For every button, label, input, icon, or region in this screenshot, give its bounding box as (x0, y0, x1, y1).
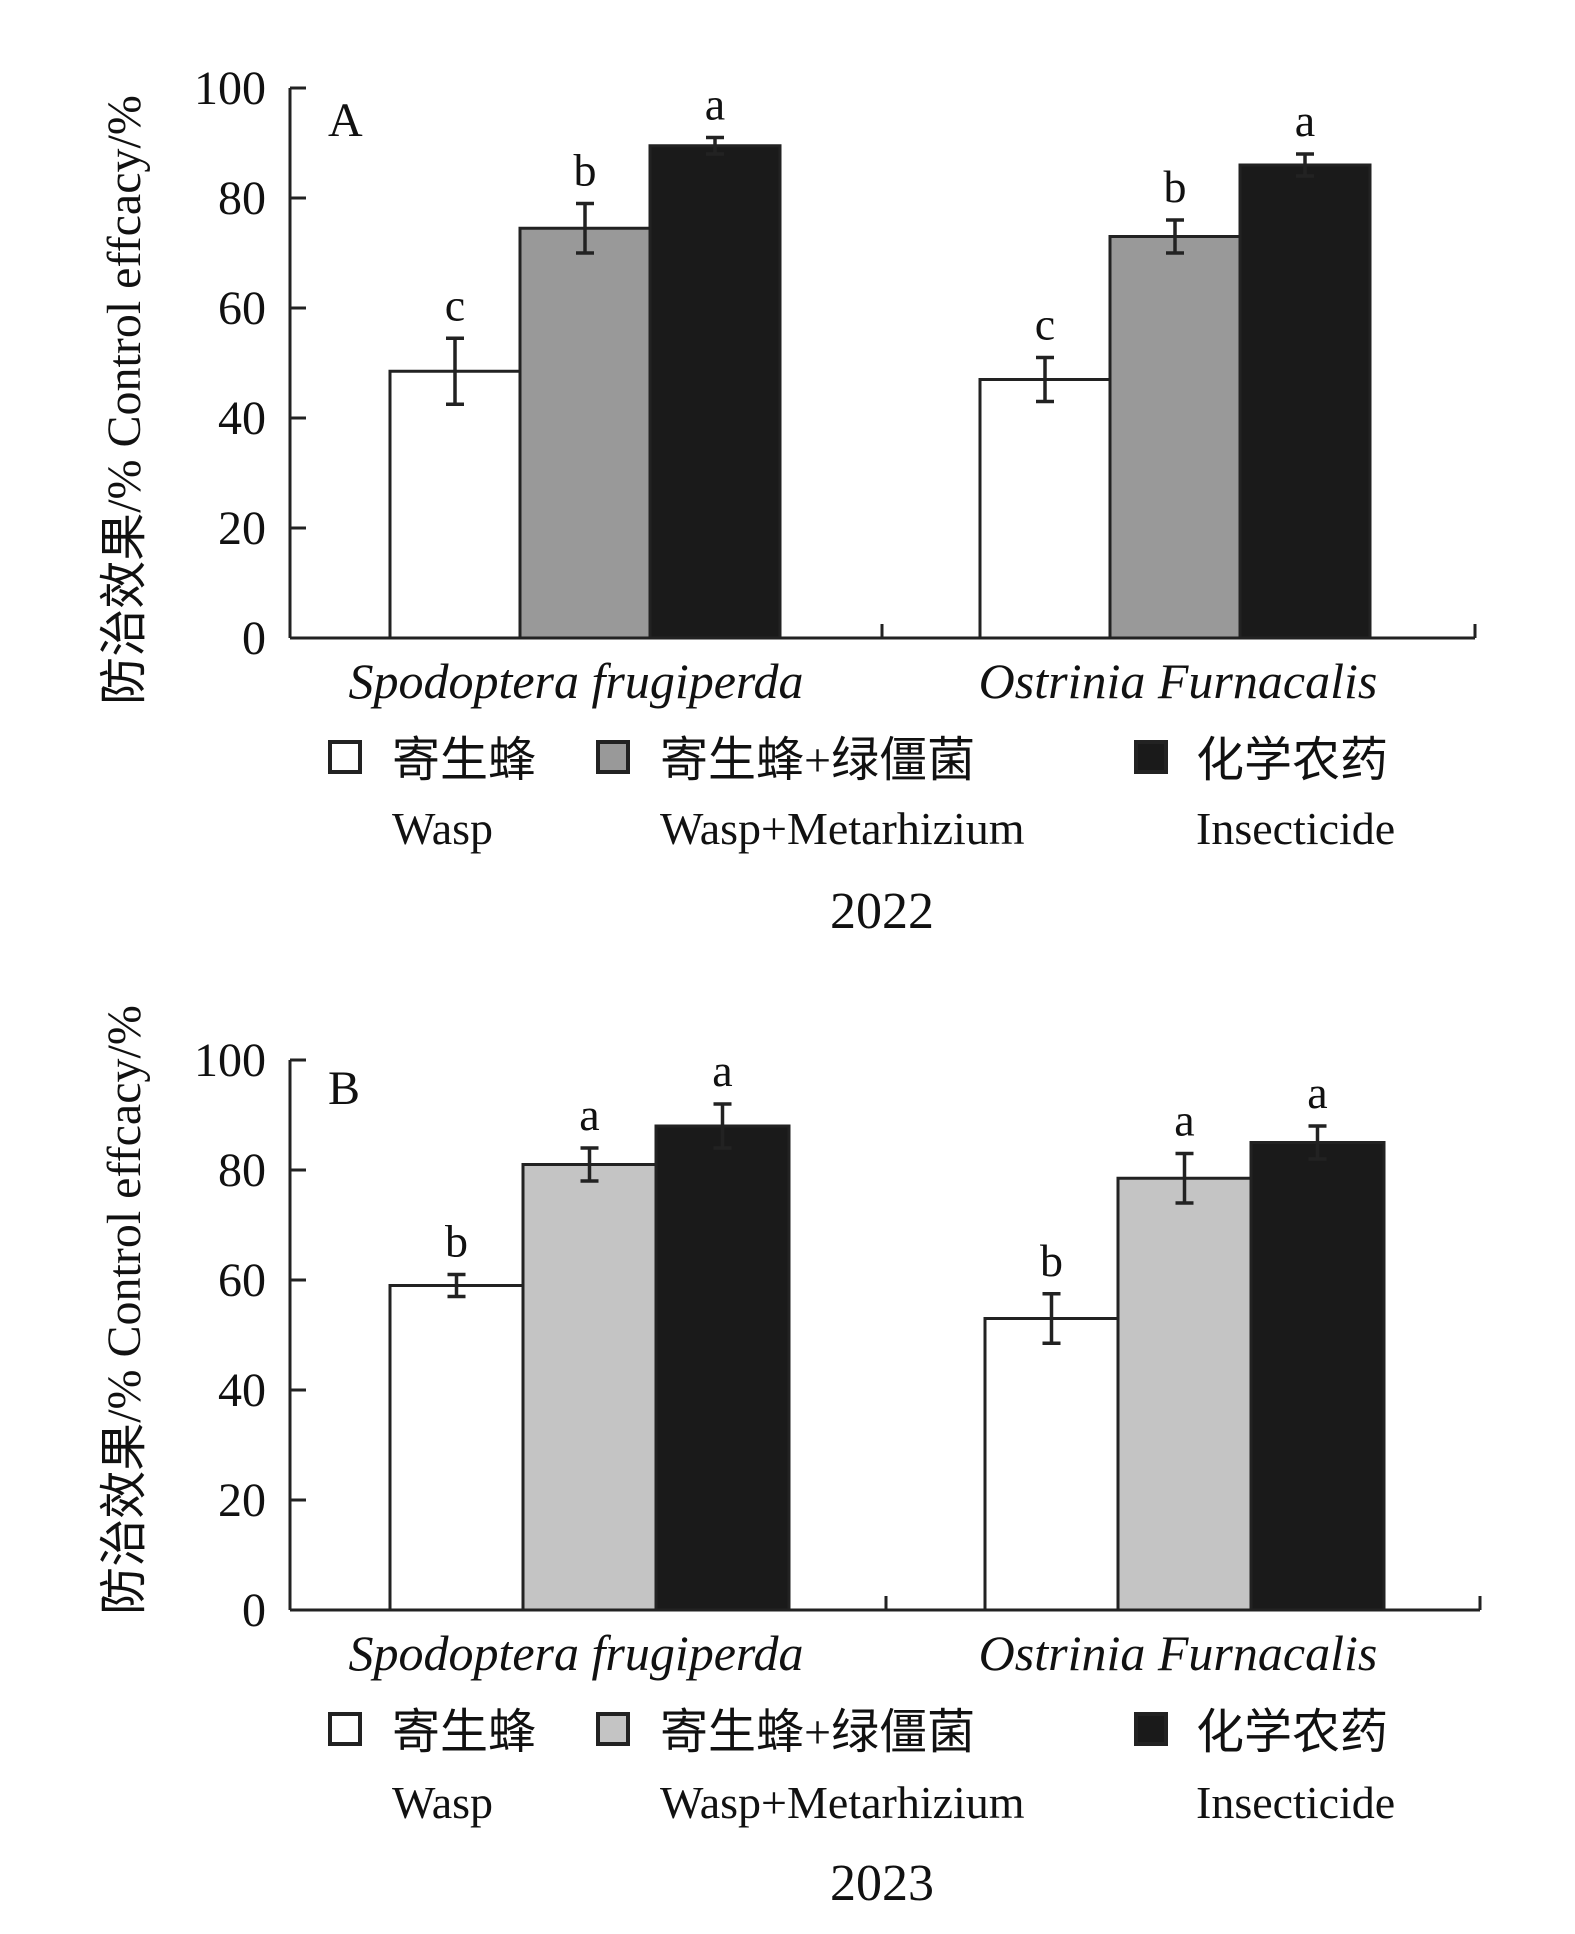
significance-letter: a (579, 1089, 599, 1140)
significance-letter: b (1164, 161, 1187, 212)
legend-label-zh: 寄生蜂 (392, 1706, 536, 1759)
significance-letter: a (705, 79, 725, 130)
y-tick-label: 60 (218, 282, 266, 335)
legend-label-en: Wasp+Metarhizium (660, 1777, 1025, 1828)
panel-b: b b a a a a 0 20 40 60 80 100 B 防治效果/% Control effcac… (98, 1005, 1482, 1912)
y-tick-label: 100 (194, 1034, 266, 1087)
y-tick-label: 20 (218, 502, 266, 555)
category-label: Spodoptera frugiperda (348, 1625, 803, 1681)
significance-letter: a (1295, 95, 1315, 146)
bar (1108, 235, 1242, 640)
bar (983, 1317, 1120, 1612)
legend-label-zh: 化学农药 (1196, 734, 1388, 787)
y-tick-label: 80 (218, 172, 266, 225)
significance-letter: b (445, 1216, 468, 1267)
y-axis-label: 防治效果/% Control effcacy/% (98, 1005, 151, 1615)
legend-label-zh: 寄生蜂+绿僵菌 (660, 734, 975, 787)
category-label: Ostrinia Furnacalis (979, 653, 1378, 709)
bar (654, 1124, 791, 1612)
y-tick-label: 100 (194, 62, 266, 115)
legend-label-en: Wasp (392, 803, 493, 854)
legend-swatch (596, 740, 630, 774)
year-label: 2023 (830, 1855, 934, 1912)
panel-letter: B (328, 1062, 360, 1115)
panel-a: c c b b a a 0 20 40 60 80 100 A 防治效果/% Control effcac… (98, 62, 1477, 940)
bar (521, 1163, 658, 1612)
bar (1238, 163, 1372, 640)
legend-label-zh: 寄生蜂+绿僵菌 (660, 1706, 975, 1759)
bar (978, 378, 1112, 640)
year-label: 2022 (830, 883, 934, 940)
legend-swatch (328, 1712, 362, 1746)
bar (518, 226, 652, 640)
significance-letter: b (1040, 1235, 1063, 1286)
y-axis-label: 防治效果/% Control effcacy/% (98, 95, 151, 705)
legend-label-zh: 寄生蜂 (392, 734, 536, 787)
y-tick-label: 80 (218, 1144, 266, 1197)
legend-label-en: Insecticide (1196, 803, 1395, 854)
bar (1249, 1141, 1386, 1612)
significance-letter: a (1307, 1067, 1327, 1118)
legend-swatch (1134, 1712, 1168, 1746)
y-tick-label: 0 (242, 612, 266, 665)
bar (388, 369, 522, 640)
y-tick-label: 20 (218, 1474, 266, 1527)
significance-letter: c (445, 279, 465, 330)
bar (388, 1284, 525, 1612)
legend-swatch (1134, 740, 1168, 774)
significance-letter: a (1174, 1095, 1194, 1146)
legend-label-en: Wasp+Metarhizium (660, 803, 1025, 854)
bar (648, 144, 782, 640)
y-tick-label: 0 (242, 1584, 266, 1637)
y-tick-label: 60 (218, 1254, 266, 1307)
legend-label-en: Insecticide (1196, 1777, 1395, 1828)
significance-letter: a (712, 1045, 732, 1096)
y-tick-label: 40 (218, 1364, 266, 1417)
legend-label-zh: 化学农药 (1196, 1706, 1388, 1759)
bar (1116, 1176, 1253, 1612)
y-tick-label: 40 (218, 392, 266, 445)
legend-swatch (328, 740, 362, 774)
significance-letter: c (1035, 299, 1055, 350)
legend-label-en: Wasp (392, 1777, 493, 1828)
panel-letter: A (328, 94, 363, 147)
significance-letter: b (574, 145, 597, 196)
category-label: Spodoptera frugiperda (348, 653, 803, 709)
category-label: Ostrinia Furnacalis (979, 1625, 1378, 1681)
legend-swatch (596, 1712, 630, 1746)
